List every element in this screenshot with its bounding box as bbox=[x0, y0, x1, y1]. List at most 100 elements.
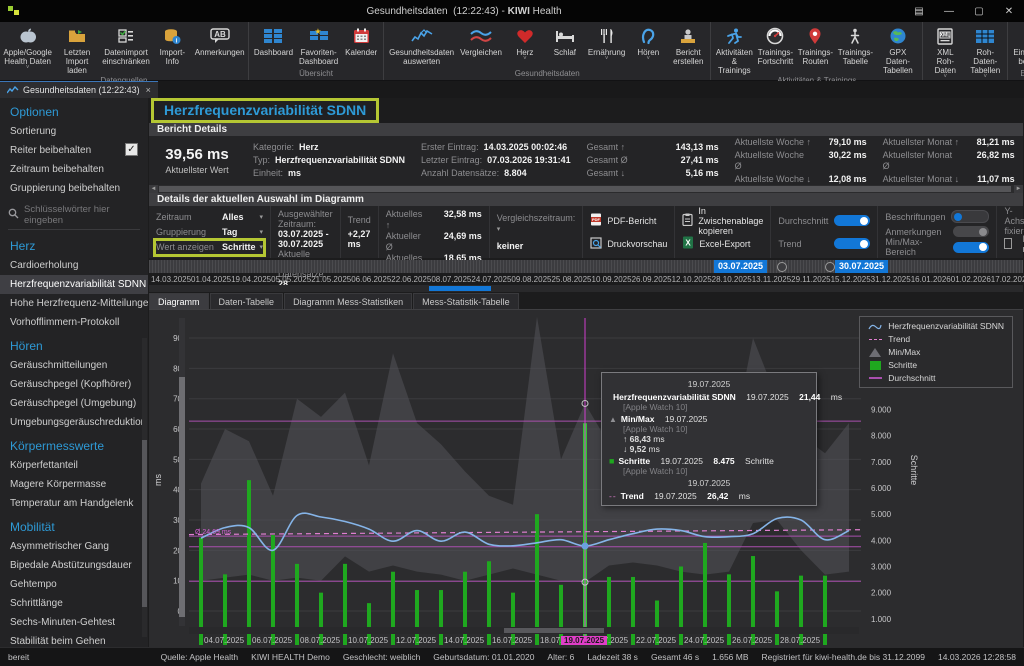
range-start-handle[interactable] bbox=[777, 262, 787, 272]
sidebar-item-temperatur-am-handgelenk[interactable]: Temperatur am Handgelenk bbox=[10, 498, 134, 509]
dash-legend-icon bbox=[868, 338, 882, 340]
sidebar-item-umgebungsger-uschreduktion[interactable]: Umgebungsgeräuschreduktion bbox=[10, 417, 147, 428]
x-axis-label: 26.07.2025 bbox=[732, 636, 773, 645]
ribbon-button-bericht-erstellen[interactable]: Bericht erstellen bbox=[668, 25, 708, 66]
ribbon-button-kalender[interactable]: Kalender bbox=[341, 25, 381, 57]
compare-icon bbox=[470, 25, 492, 47]
stat-row: Einheit: ms bbox=[253, 168, 302, 178]
button-pdf-bericht[interactable]: PDF PDF-Bericht bbox=[590, 213, 667, 228]
report-hscrollbar[interactable]: ◄ ► bbox=[149, 185, 1023, 193]
sidebar-item-gehtempo[interactable]: Gehtempo bbox=[10, 579, 57, 590]
toggle-trend[interactable] bbox=[834, 238, 871, 249]
sidebar-item-ger-uschpegel-umgebung-[interactable]: Geräuschpegel (Umgebung) bbox=[10, 398, 137, 409]
button-in-zwischenablage-kopieren[interactable]: In Zwischenablage kopieren bbox=[682, 206, 763, 236]
sidebar-item-reiter-beibehalten[interactable]: Reiter beibehalten ✓ bbox=[0, 141, 148, 160]
chart-tab-daten-tabelle[interactable]: Daten-Tabelle bbox=[209, 293, 284, 309]
timeline-band[interactable]: 03.07.2025 30.07.2025 bbox=[149, 260, 1023, 273]
ribbon-button-apple-google-health-daten[interactable]: Apple/Google Health Daten ˅ bbox=[2, 25, 53, 71]
sidebar-item-zeitraum-beibehalten[interactable]: Zeitraum beibehalten bbox=[10, 164, 104, 175]
range-start-chip[interactable]: 03.07.2025 bbox=[714, 260, 768, 273]
ribbon-button-vergleichen[interactable]: Vergleichen bbox=[457, 25, 505, 57]
sidebar-item-asymmetrischer-gang[interactable]: Asymmetrischer Gang bbox=[10, 541, 109, 552]
sidebar-item-bipedale-abst-tzungsdauer[interactable]: Bipedale Abstützungsdauer bbox=[10, 560, 132, 571]
ribbon-button-schlaf[interactable]: Schlaf bbox=[545, 25, 585, 57]
ribbon-button-aktivit-ten-trainings[interactable]: Aktivitäten & Trainings bbox=[713, 25, 755, 75]
timeline-date: 31.12.2025 bbox=[870, 275, 911, 284]
ribbon-button-trainings-tabelle[interactable]: Trainings- Tabelle bbox=[835, 25, 875, 66]
ribbon-button-letzten-import-laden[interactable]: Letzten Import laden bbox=[53, 25, 101, 75]
sidebar-item-stabilit-t-beim-gehen[interactable]: Stabilität beim Gehen bbox=[10, 636, 106, 647]
ribbon-button-gpx-daten-tabellen[interactable]: GPX Daten- Tabellen bbox=[875, 25, 920, 75]
ribbon-group-label: Datenquellen bbox=[2, 75, 246, 87]
chart-horizontal-scrollbar[interactable] bbox=[189, 627, 859, 634]
ribbon-toggle-icon[interactable]: ▤ bbox=[914, 5, 924, 17]
toggle-min-max-bereich[interactable] bbox=[953, 241, 990, 253]
sidebar-item-hohe-herzfrequenz-mitteilungen[interactable]: Hohe Herzfrequenz-Mitteilungen bbox=[10, 298, 148, 309]
range-end-handle[interactable] bbox=[825, 262, 835, 272]
chart-vertical-scrollbar[interactable] bbox=[179, 318, 185, 626]
svg-text:1.000: 1.000 bbox=[871, 615, 892, 624]
normalize-chart-option[interactable]: Diagramm normalisieren bbox=[1004, 234, 1024, 254]
button-excel-export[interactable]: X Excel-Export bbox=[682, 236, 763, 251]
sidebar-item-magere-k-rpermasse[interactable]: Magere Körpermasse bbox=[10, 479, 107, 490]
ribbon-button-anmerkungen[interactable]: AB Anmerkungen bbox=[193, 25, 246, 57]
ribbon-button-ern-hrung[interactable]: Ernährung ˅ bbox=[585, 25, 628, 62]
ribbon-button-gesundheitsdaten-auswerten[interactable]: Gesundheitsdaten auswerten bbox=[386, 25, 457, 66]
range-end-chip[interactable]: 30.07.2025 bbox=[835, 260, 889, 273]
ribbon-button-h-ren[interactable]: Hören ˅ bbox=[628, 25, 668, 62]
sidebar-item-cardioerholung[interactable]: Cardioerholung bbox=[10, 260, 79, 271]
toggle-beschriftungen[interactable] bbox=[951, 210, 990, 224]
ribbon-button-datenimport-einschr-nken[interactable]: Datenimport einschränken bbox=[101, 25, 151, 66]
sidebar-item-ger-uschmitteilungen[interactable]: Geräuschmitteilungen bbox=[10, 360, 108, 371]
sidebar-scrollbar[interactable] bbox=[142, 338, 147, 637]
x-axis-label: 22.07.2025 bbox=[636, 636, 677, 645]
checkbox-unchecked[interactable] bbox=[1004, 238, 1012, 249]
chart-tab-mess-statistik-tabelle[interactable]: Mess-Statistik-Tabelle bbox=[413, 293, 519, 309]
checkbox-checked[interactable]: ✓ bbox=[125, 143, 138, 156]
button-druckvorschau[interactable]: Druckvorschau bbox=[590, 236, 667, 251]
minmax-icon: ▲ bbox=[609, 414, 617, 424]
report-stat-column: Erster Eintrag: 14.03.2025 00:02:46 Letzte… bbox=[413, 142, 579, 179]
ribbon-button-einstellungen-bearbeiten[interactable]: ⚙Einstellungen bearbeiten bbox=[1010, 25, 1024, 66]
sidebar-item-gruppierung-beibehalten[interactable]: Gruppierung beibehalten bbox=[10, 183, 121, 194]
x-axis-label: 12.07.2025 bbox=[396, 636, 437, 645]
current-value-caption: Aktuellster Wert bbox=[165, 165, 229, 175]
sidebar-item-sortierung[interactable]: Sortierung bbox=[10, 126, 57, 137]
ribbon-button-roh-daten-tabellen[interactable]: Roh-Daten-Tabellen ˅ bbox=[965, 25, 1005, 80]
sidebar-item-sechs-minuten-gehtest[interactable]: Sechs-Minuten-Gehtest bbox=[10, 617, 116, 628]
ribbon-button-trainings-fortschritt[interactable]: Trainings- Fortschritt bbox=[755, 25, 795, 66]
ribbon-button-import-info[interactable]: i Import-Info bbox=[151, 25, 193, 66]
sidebar-item-schrittl-nge[interactable]: Schrittlänge bbox=[10, 598, 63, 609]
timeline-scrollbar[interactable] bbox=[149, 285, 1023, 292]
ribbon-button-dashboard[interactable]: Dashboard bbox=[251, 25, 296, 57]
svg-text:PDF: PDF bbox=[592, 217, 601, 222]
dropdown-wert-anzeigen[interactable]: Wert anzeigen Schritte ▾ bbox=[152, 237, 267, 257]
sidebar-item-vorhofflimmern-protokoll[interactable]: Vorhofflimmern-Protokoll bbox=[10, 317, 120, 328]
close-button[interactable]: ✕ bbox=[1004, 5, 1014, 17]
sidebar-item-k-rperfettanteil[interactable]: Körperfettanteil bbox=[10, 460, 78, 471]
ribbon-button-favoriten-dashboard[interactable]: ★ Favoriten- Dashboard bbox=[296, 25, 341, 66]
svg-text:4.000: 4.000 bbox=[871, 536, 892, 545]
tab-close-icon[interactable]: × bbox=[145, 85, 151, 95]
chart-tab-diagramm-mess-statistiken[interactable]: Diagramm Mess-Statistiken bbox=[284, 293, 413, 309]
minimize-button[interactable]: — bbox=[944, 5, 954, 17]
toggle-durchschnitt[interactable] bbox=[834, 215, 871, 226]
chart-tab-diagramm[interactable]: Diagramm bbox=[149, 293, 209, 309]
toggle-anmerkungen[interactable] bbox=[953, 226, 990, 238]
sidebar-item-ger-uschpegel-kopfh-rer-[interactable]: Geräuschpegel (Kopfhörer) bbox=[10, 379, 132, 390]
compare-block[interactable]: Vergleichszeitraum: ▾ keiner bbox=[490, 206, 584, 258]
ribbon-button-xml-roh-daten[interactable]: XML XML Roh-Daten ˅ bbox=[925, 25, 965, 80]
dropdown-zeitraum[interactable]: Zeitraum Alles ▾ bbox=[156, 211, 264, 222]
sidebar-search[interactable]: Schlüsselwörter hier eingeben bbox=[8, 204, 140, 230]
tab-gesundheitsdaten[interactable]: Gesundheitsdaten (12:22:43) × bbox=[0, 81, 158, 98]
status-segment: Alter: 6 bbox=[547, 652, 575, 662]
preview-icon bbox=[590, 236, 602, 251]
sidebar-item-herzfrequenzvariabilit-t-sdnn[interactable]: Herzfrequenzvariabilität SDNN bbox=[0, 275, 148, 294]
maximize-button[interactable]: ▢ bbox=[974, 5, 984, 17]
dropdown-gruppierung[interactable]: Gruppierung Tag ▾ bbox=[156, 226, 264, 237]
ribbon-button-label: GPX Daten- Tabellen bbox=[882, 48, 913, 75]
selection-stat-row: Aktueller Ø 24,69 ms bbox=[385, 231, 482, 252]
stat-row: Gesamt ↓ 5,16 ms bbox=[586, 168, 719, 178]
ribbon-button-herz[interactable]: Herz ˅ bbox=[505, 25, 545, 62]
ribbon-button-trainings-routen[interactable]: Trainings- Routen bbox=[795, 25, 835, 66]
